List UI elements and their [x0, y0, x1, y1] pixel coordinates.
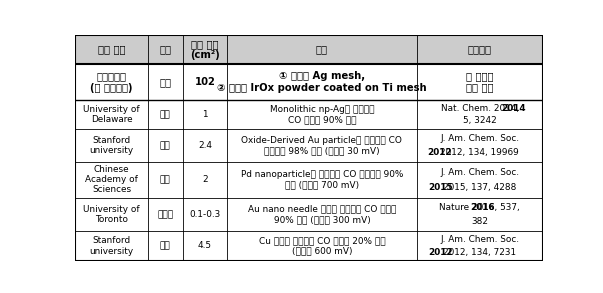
- Bar: [75, 197, 148, 231]
- Bar: [417, 130, 543, 161]
- Text: Stanford
university: Stanford university: [89, 236, 134, 255]
- Bar: [417, 100, 543, 130]
- Text: 2.4: 2.4: [198, 141, 212, 150]
- Bar: [417, 161, 543, 197]
- Bar: [75, 64, 148, 100]
- Bar: [183, 64, 227, 100]
- Text: Monolithic np-Ag를 사용하여
CO 전환율 90% 달성: Monolithic np-Ag를 사용하여 CO 전환율 90% 달성: [270, 105, 374, 124]
- Text: 중국: 중국: [160, 175, 171, 184]
- Text: 미국: 미국: [160, 110, 171, 119]
- Text: University of
Delaware: University of Delaware: [83, 105, 140, 124]
- Text: Oxide-Derived Au particle을 사용하여 CO
전환율을 98% 달성 (과전압 30 mV): Oxide-Derived Au particle을 사용하여 CO 전환율을 …: [241, 136, 402, 155]
- Bar: [227, 100, 417, 130]
- Text: Pd nanoparticle을 이용하여 CO 전환율을 90%
달성 (과전압 700 mV): Pd nanoparticle을 이용하여 CO 전환율을 90% 달성 (과전…: [241, 170, 403, 189]
- Bar: [227, 35, 417, 64]
- Text: 특징: 특징: [316, 45, 328, 54]
- Text: 5, 3242: 5, 3242: [463, 116, 496, 125]
- Bar: [75, 130, 148, 161]
- Text: Stanford
university: Stanford university: [89, 136, 134, 155]
- Text: 2012: 2012: [428, 248, 453, 257]
- Text: 재료연구소
(본 연구과제): 재료연구소 (본 연구과제): [90, 71, 133, 93]
- Bar: [183, 231, 227, 261]
- Bar: [148, 100, 183, 130]
- Text: University of
Toronto: University of Toronto: [83, 205, 140, 224]
- Text: 미국: 미국: [160, 141, 171, 150]
- Text: 국가: 국가: [159, 45, 171, 54]
- Bar: [227, 231, 417, 261]
- Text: 본 보고서
연구 결과: 본 보고서 연구 결과: [466, 71, 493, 93]
- Text: 캐나다: 캐나다: [157, 210, 174, 219]
- Bar: [183, 100, 227, 130]
- Text: 연구 기관: 연구 기관: [98, 45, 125, 54]
- Bar: [183, 197, 227, 231]
- Bar: [227, 197, 417, 231]
- Text: Au nano needle 촉매를 사용하여 CO 전환율
90% 달성 (과전압 300 mV): Au nano needle 촉매를 사용하여 CO 전환율 90% 달성 (과…: [248, 205, 396, 224]
- Text: ① 대면적 Ag mesh,
② 대면적 IrOx powder coated on Ti mesh: ① 대면적 Ag mesh, ② 대면적 IrOx powder coated …: [217, 71, 427, 93]
- Bar: [227, 161, 417, 197]
- Text: Nat. Chem. 2014,: Nat. Chem. 2014,: [441, 104, 519, 113]
- Text: 2: 2: [202, 175, 208, 184]
- Bar: [75, 231, 148, 261]
- Bar: [148, 130, 183, 161]
- Bar: [75, 161, 148, 197]
- Text: J. Am. Chem. Soc.: J. Am. Chem. Soc.: [440, 134, 519, 143]
- Text: 1: 1: [202, 110, 208, 119]
- Bar: [183, 161, 227, 197]
- Text: 참고문헌: 참고문헌: [467, 45, 491, 54]
- Bar: [148, 231, 183, 261]
- Bar: [183, 35, 227, 64]
- Bar: [227, 64, 417, 100]
- Text: 전극 면적
(cm²): 전극 면적 (cm²): [190, 39, 220, 60]
- Text: J. Am. Chem. Soc.: J. Am. Chem. Soc.: [440, 235, 519, 244]
- Text: 382: 382: [471, 217, 488, 226]
- Bar: [148, 197, 183, 231]
- Text: 102: 102: [195, 77, 215, 87]
- Bar: [75, 35, 148, 64]
- Text: Nature 2016, 537,: Nature 2016, 537,: [439, 203, 520, 212]
- Bar: [75, 100, 148, 130]
- Text: J. Am. Chem. Soc.: J. Am. Chem. Soc.: [440, 168, 519, 176]
- Text: 2015: 2015: [428, 183, 453, 192]
- Text: Chinese
Academy of
Sciences: Chinese Academy of Sciences: [85, 165, 138, 195]
- Bar: [417, 197, 543, 231]
- Bar: [183, 130, 227, 161]
- Text: Cu 촉매를 이용하여 CO 전환율 20% 달성
(과전압 600 mV): Cu 촉매를 이용하여 CO 전환율 20% 달성 (과전압 600 mV): [259, 236, 385, 255]
- Bar: [417, 35, 543, 64]
- Text: 2016: 2016: [470, 203, 495, 212]
- Text: 0.1-0.3: 0.1-0.3: [189, 210, 221, 219]
- Text: 2012, 134, 19969: 2012, 134, 19969: [440, 148, 519, 157]
- Bar: [148, 161, 183, 197]
- Text: 미국: 미국: [160, 241, 171, 251]
- Bar: [417, 231, 543, 261]
- Text: 한국: 한국: [159, 77, 171, 87]
- Text: 2012: 2012: [427, 148, 452, 157]
- Bar: [148, 64, 183, 100]
- Text: 2014: 2014: [501, 104, 525, 113]
- Text: 2012, 134, 7231: 2012, 134, 7231: [443, 248, 516, 257]
- Text: 2015, 137, 4288: 2015, 137, 4288: [443, 183, 516, 192]
- Bar: [148, 35, 183, 64]
- Text: 4.5: 4.5: [198, 241, 212, 251]
- Bar: [417, 64, 543, 100]
- Bar: [227, 130, 417, 161]
